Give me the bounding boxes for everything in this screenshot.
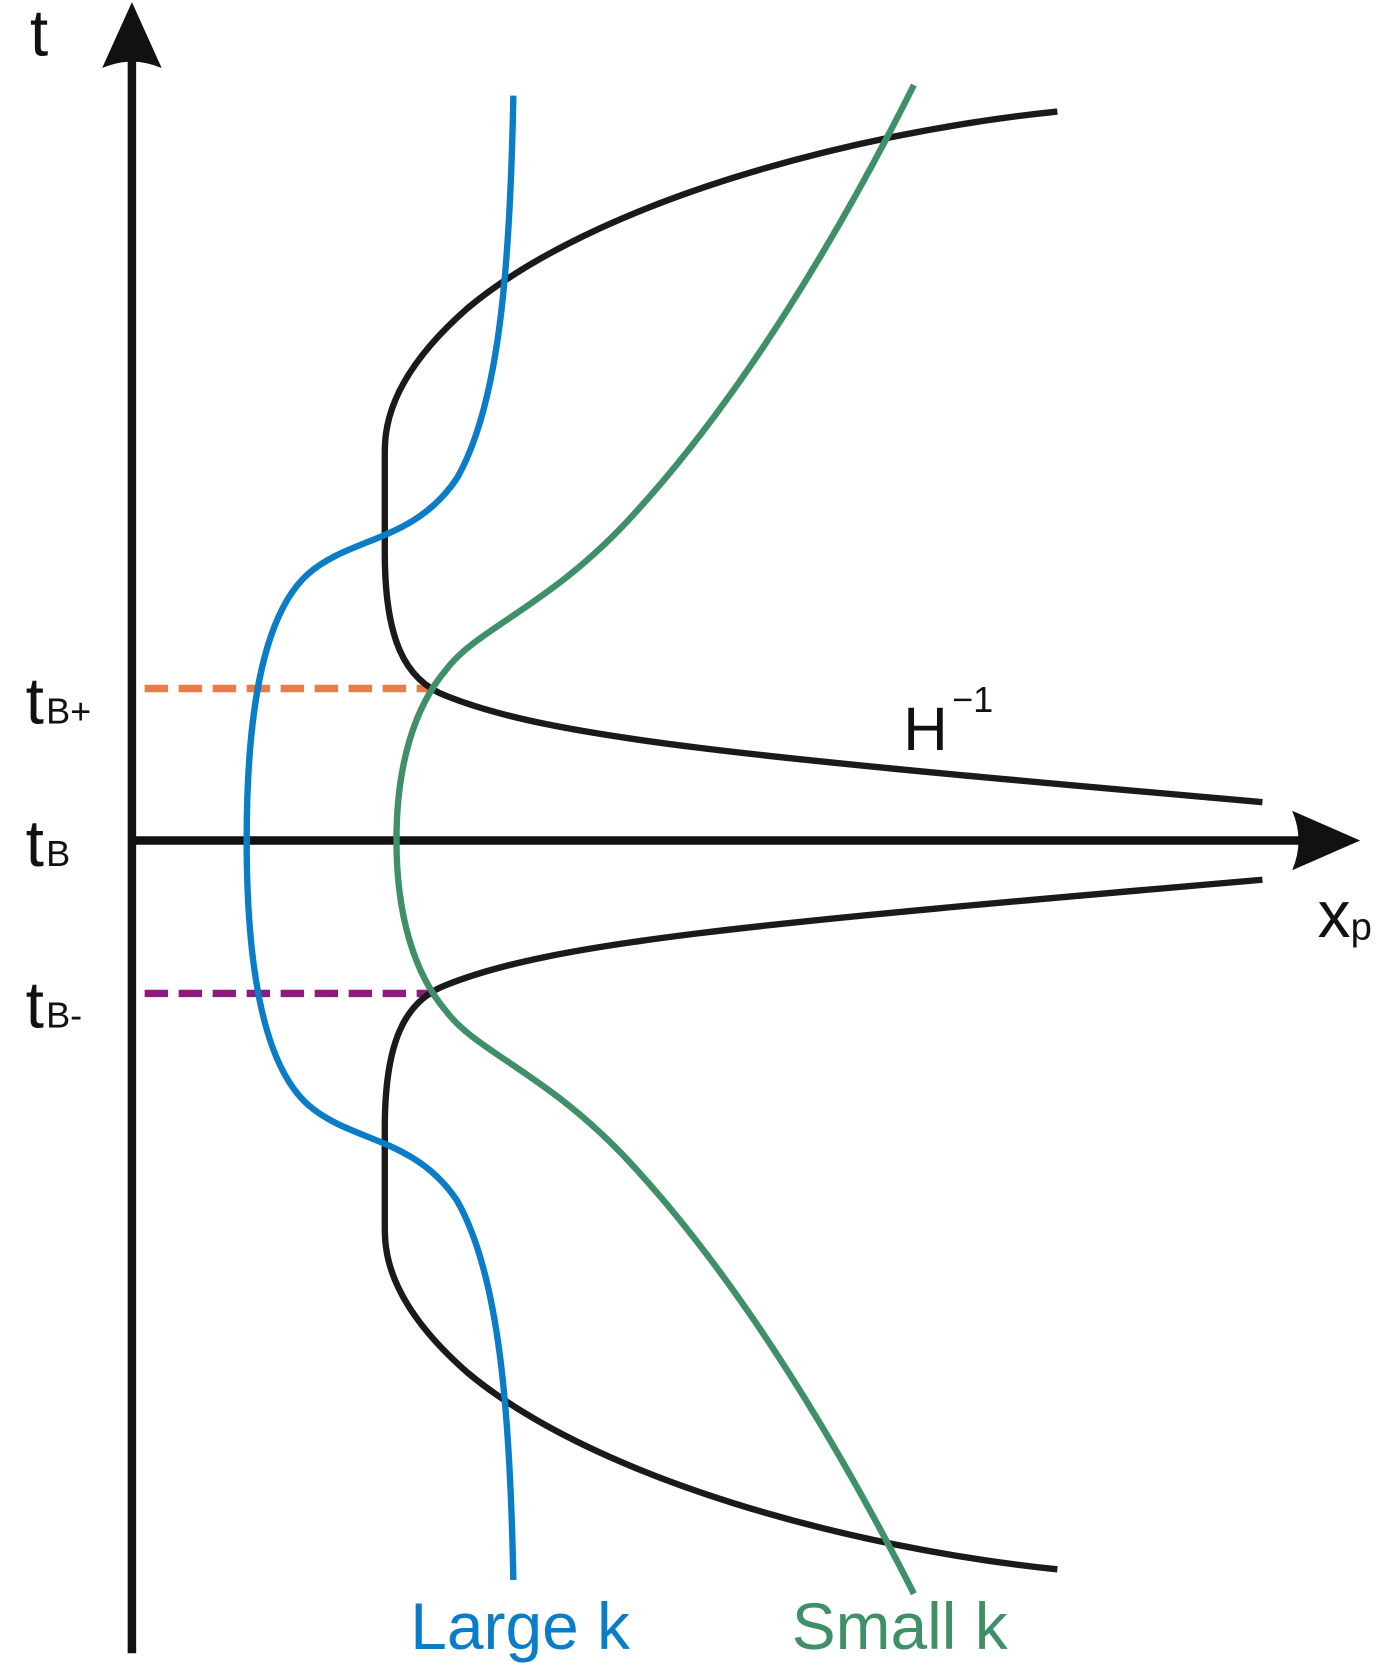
tick-sub: B+ [46,691,91,732]
x-axis-label-main: x [1318,877,1351,951]
H-exponent: −1 [952,679,993,720]
t-axis-label: t [30,0,48,69]
horizon-curve-upper [381,108,1263,806]
tick-label-tB-plus: tB+ [26,664,92,738]
tick-sub: B- [46,994,82,1035]
H-inverse-label: H −1 [903,679,993,764]
x-axis-label-sub: p [1351,905,1372,948]
large-k-label: Large k [410,1589,631,1663]
x-axis-label: xp [1318,877,1372,951]
t-axis-arrowhead [102,2,162,68]
tick-sub: B [46,833,70,874]
small-k-label: Small k [792,1589,1009,1663]
x-axis-arrowhead [1292,810,1361,871]
large-k-curve [243,95,517,1580]
tick-label-tB-minus: tB- [26,967,83,1041]
tick-main: t [26,664,44,738]
H-label: H [903,695,948,764]
horizon-curve-lower [381,876,1263,1573]
tick-main: t [26,967,44,1041]
tick-label-tB: tB [26,806,71,880]
small-k-curve [393,83,917,1596]
tick-main: t [26,806,44,880]
